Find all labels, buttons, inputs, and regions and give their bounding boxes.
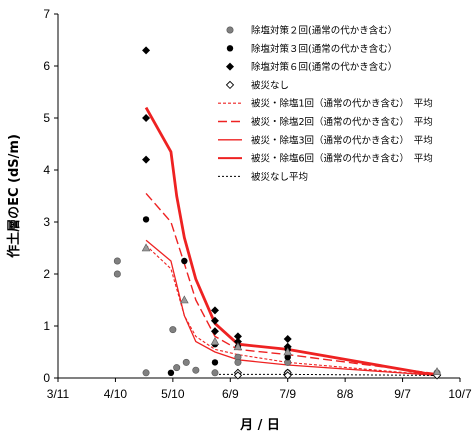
data-point [211,369,219,377]
series-line [145,244,438,376]
data-point [142,155,151,164]
plot-area [57,14,460,379]
series-lines [144,106,438,377]
data-point [142,46,151,55]
data-point [180,295,189,304]
data-point [142,369,150,377]
data-point [192,366,200,374]
data-point [210,316,219,325]
data-point [233,337,242,346]
y-tick-label: 3 [43,215,50,229]
x-tick-label: 6/9 [222,387,239,401]
data-point [210,336,220,345]
data-point [173,364,181,372]
y-tick-label: 1 [43,319,50,333]
legend-label: 被災・除塩6回（通常の代かき含む） 平均 [251,153,433,165]
data-point [142,216,150,223]
x-tick-label: 8/8 [337,387,354,401]
legend-label: 被災・除塩3回（通常の代かき含む） 平均 [251,134,433,146]
data-point [113,257,121,265]
data-point [211,359,219,366]
y-axis: 0 1 2 3 4 5 6 7 [43,7,58,385]
data-point [284,354,291,361]
x-tick-label: 3/11 [47,387,70,401]
y-tick-label: 5 [43,111,50,125]
data-point [283,347,293,356]
data-point [234,358,242,366]
legend-label: 除塩対策６回(通常の代かき含む） [251,61,397,73]
data-point [283,335,292,343]
data-point [210,327,219,336]
legend-label: 除塩対策２回(通常の代かき含む） [251,25,397,37]
series-line [144,106,438,377]
data-point [210,306,219,315]
x-axis: 3/11 4/10 5/10 6/9 7/9 8/8 9/7 10/7 [47,378,472,401]
series-points [113,46,442,380]
data-point [226,26,234,34]
data-point [226,62,234,71]
data-point [169,326,177,334]
y-tick-label: 6 [43,59,50,73]
data-point [233,371,243,380]
x-tick-label: 9/7 [394,387,411,401]
data-point [167,369,175,376]
data-point [113,270,121,278]
data-point [182,358,190,366]
series-line [145,192,438,375]
x-tick-label: 4/10 [104,387,128,401]
data-point [233,332,242,341]
legend-label: 被災なし平均 [251,171,308,183]
legend-label: 除塩対策３回(通常の代かき含む） [251,43,397,55]
y-axis-title: 作土層のEC (dS/m) [6,134,22,258]
x-tick-label: 5/10 [161,387,185,401]
y-tick-label: 2 [43,267,50,281]
y-tick-label: 4 [43,163,50,177]
x-tick-label: 10/7 [448,387,472,401]
legend-label: 被災・除塩2回（通常の代かき含む） 平均 [251,116,433,128]
legend: 除塩対策２回(通常の代かき含む） 除塩対策３回(通常の代かき含む） 除塩対策６回(通… [218,25,433,183]
data-point [283,342,292,351]
data-point [226,45,234,52]
legend-label: 被災・除塩1回（通常の代かき含む） 平均 [251,98,433,110]
y-tick-label: 7 [43,7,50,21]
data-point [283,371,292,380]
legend-label: 被災なし [251,79,289,91]
x-tick-label: 7/9 [279,387,296,401]
y-tick-label: 0 [43,371,50,385]
series-line [214,373,438,376]
data-point [181,257,188,265]
data-point [225,80,235,90]
data-point [233,342,243,351]
data-point [432,367,442,376]
series-line [145,239,438,377]
x-axis-title: 月 / 日 [239,418,280,433]
data-point [141,243,151,252]
data-point [142,114,151,122]
